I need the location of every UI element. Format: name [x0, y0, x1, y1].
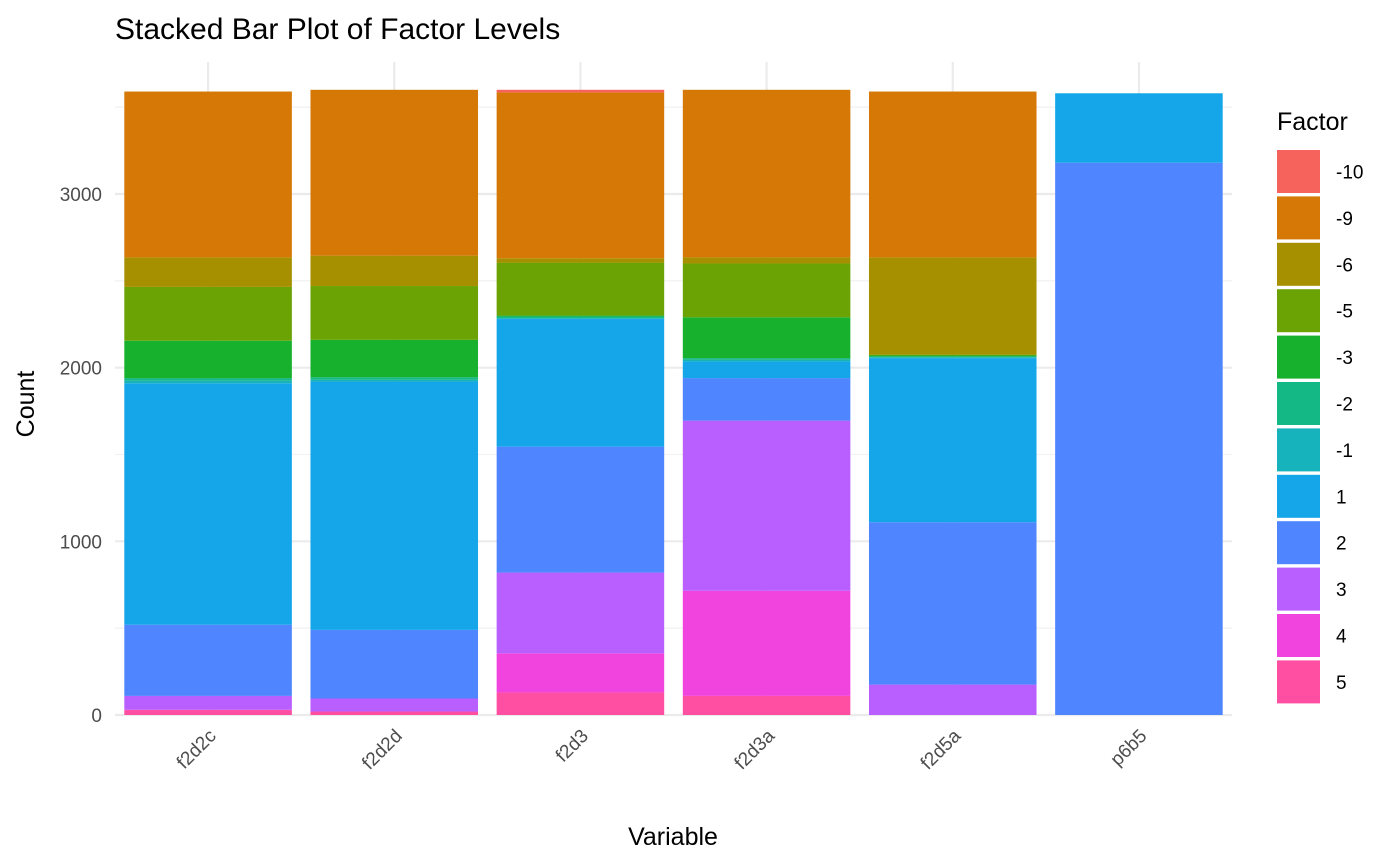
bar-segment-f2d2c-3 [124, 695, 292, 710]
legend-key--9 [1277, 196, 1320, 240]
bar-segment-f2d3a--5 [682, 263, 851, 318]
bar-segment-f2d3a-1 [682, 361, 851, 379]
legend-key-5 [1277, 660, 1320, 704]
bar-segment-f2d2d--9 [310, 89, 479, 256]
bar-segment-f2d2d--6 [310, 255, 479, 287]
bar-segment-p6b5-1 [1055, 93, 1223, 163]
bar-segment-f2d5a-3 [868, 684, 1037, 715]
bar-segment-f2d3a--1 [682, 359, 851, 362]
bar-segment-f2d3--1 [496, 318, 665, 320]
legend-label: -6 [1336, 255, 1353, 276]
legend-key--3 [1277, 335, 1320, 379]
bar-segment-f2d3--3 [496, 315, 665, 317]
bar-segment-f2d2c-1 [124, 383, 292, 625]
legend-label: 1 [1336, 487, 1347, 508]
bar-segment-f2d5a--2 [868, 356, 1037, 358]
bar-segment-f2d3a-3 [682, 420, 851, 591]
chart-title: Stacked Bar Plot of Factor Levels [115, 13, 560, 46]
bar-segment-f2d2d--5 [310, 286, 479, 340]
bar-segment-p6b5-2 [1055, 162, 1223, 716]
bar-segment-f2d2c--2 [124, 378, 292, 381]
legend-key-2 [1277, 521, 1320, 565]
legend-key--6 [1277, 242, 1320, 286]
legend-key-1 [1277, 474, 1320, 518]
x-tick-label: f2d5a [917, 725, 966, 774]
bar-segment-f2d2c--9 [124, 91, 292, 258]
bar-segment-f2d3a-2 [682, 378, 851, 421]
legend-title: Factor [1277, 108, 1348, 136]
x-axis-title: Variable [628, 823, 718, 851]
bar-segment-f2d5a--5 [868, 354, 1037, 356]
bar-segment-f2d5a--6 [868, 257, 1037, 355]
bar-segment-f2d5a--9 [868, 91, 1037, 258]
legend-key--10 [1277, 150, 1320, 193]
legend-label: -2 [1336, 395, 1353, 416]
bar-segment-f2d3a-4 [682, 590, 851, 696]
bar-segment-f2d3a--6 [682, 257, 851, 264]
bar-segment-f2d2c--5 [124, 286, 292, 341]
legend-label: -9 [1336, 209, 1353, 230]
bar-segment-f2d3--2 [496, 316, 665, 319]
bar-segment-f2d5a-1 [868, 358, 1037, 523]
legend-label: 5 [1336, 673, 1347, 694]
bar-segment-f2d3-1 [496, 319, 665, 447]
bar-segment-f2d3--5 [496, 262, 665, 316]
bar-segment-f2d3--10 [496, 89, 665, 93]
legend-label: 3 [1336, 580, 1347, 601]
bar-segment-f2d3a--9 [682, 89, 851, 258]
bar-segment-f2d3--6 [496, 258, 665, 263]
y-tick-label: 3000 [60, 185, 102, 206]
y-tick-label: 1000 [60, 532, 102, 553]
bar-segment-f2d2c-5 [124, 709, 292, 715]
x-tick-label: f2d3a [731, 725, 780, 774]
bar-segment-f2d3a-5 [682, 695, 851, 715]
bar-segment-f2d3-5 [496, 692, 665, 715]
bar-segment-f2d3--9 [496, 92, 665, 259]
bar-segment-f2d2d-1 [310, 381, 479, 630]
bar-segment-f2d5a-2 [868, 522, 1037, 685]
legend-key-4 [1277, 614, 1320, 657]
bar-segment-f2d2d--2 [310, 377, 479, 380]
bar-segment-f2d2d-5 [310, 711, 479, 715]
bar-segment-f2d2d-3 [310, 698, 479, 712]
bar-segment-f2d3-2 [496, 446, 665, 573]
bar-segment-f2d2c--1 [124, 380, 292, 384]
bar-segment-f2d5a--1 [868, 357, 1037, 359]
bars [124, 89, 1223, 716]
y-axis-title: Count [12, 371, 40, 438]
legend-key--5 [1277, 289, 1320, 333]
y-tick-label: 2000 [60, 359, 102, 380]
bar-segment-f2d2d--3 [310, 339, 479, 378]
x-tick-label: f2d2c [173, 726, 221, 774]
legend-key-3 [1277, 567, 1320, 611]
x-tick-label: f2d2d [358, 726, 406, 774]
bar-segment-f2d3a--2 [682, 358, 851, 360]
legend-label: -3 [1336, 348, 1353, 369]
bar-segment-f2d5a--3 [868, 355, 1037, 357]
bar-segment-f2d2d--1 [310, 379, 479, 382]
legend-key--2 [1277, 382, 1320, 425]
x-tick-label: p6b5 [1107, 726, 1152, 771]
bar-segment-f2d3-3 [496, 572, 665, 654]
bar-segment-f2d3-4 [496, 653, 665, 693]
bar-segment-f2d2c--3 [124, 340, 292, 379]
legend-label: 2 [1336, 534, 1347, 555]
bar-segment-f2d2c-2 [124, 624, 292, 696]
legend-label: -1 [1336, 441, 1353, 462]
bar-segment-f2d2c--6 [124, 257, 292, 287]
y-tick-label: 0 [91, 706, 102, 727]
legend-label: -5 [1336, 302, 1353, 323]
bar-segment-f2d3a--3 [682, 317, 851, 359]
legend: Factor -10 -9 -6 -5 -3 -2 -1 1 2 3 4 5 [1277, 108, 1363, 704]
bar-segment-f2d2d-2 [310, 629, 479, 699]
legend-key--1 [1277, 428, 1320, 472]
x-tick-label: f2d3 [552, 726, 593, 767]
legend-label: 4 [1336, 627, 1347, 648]
legend-label: -10 [1336, 163, 1363, 184]
